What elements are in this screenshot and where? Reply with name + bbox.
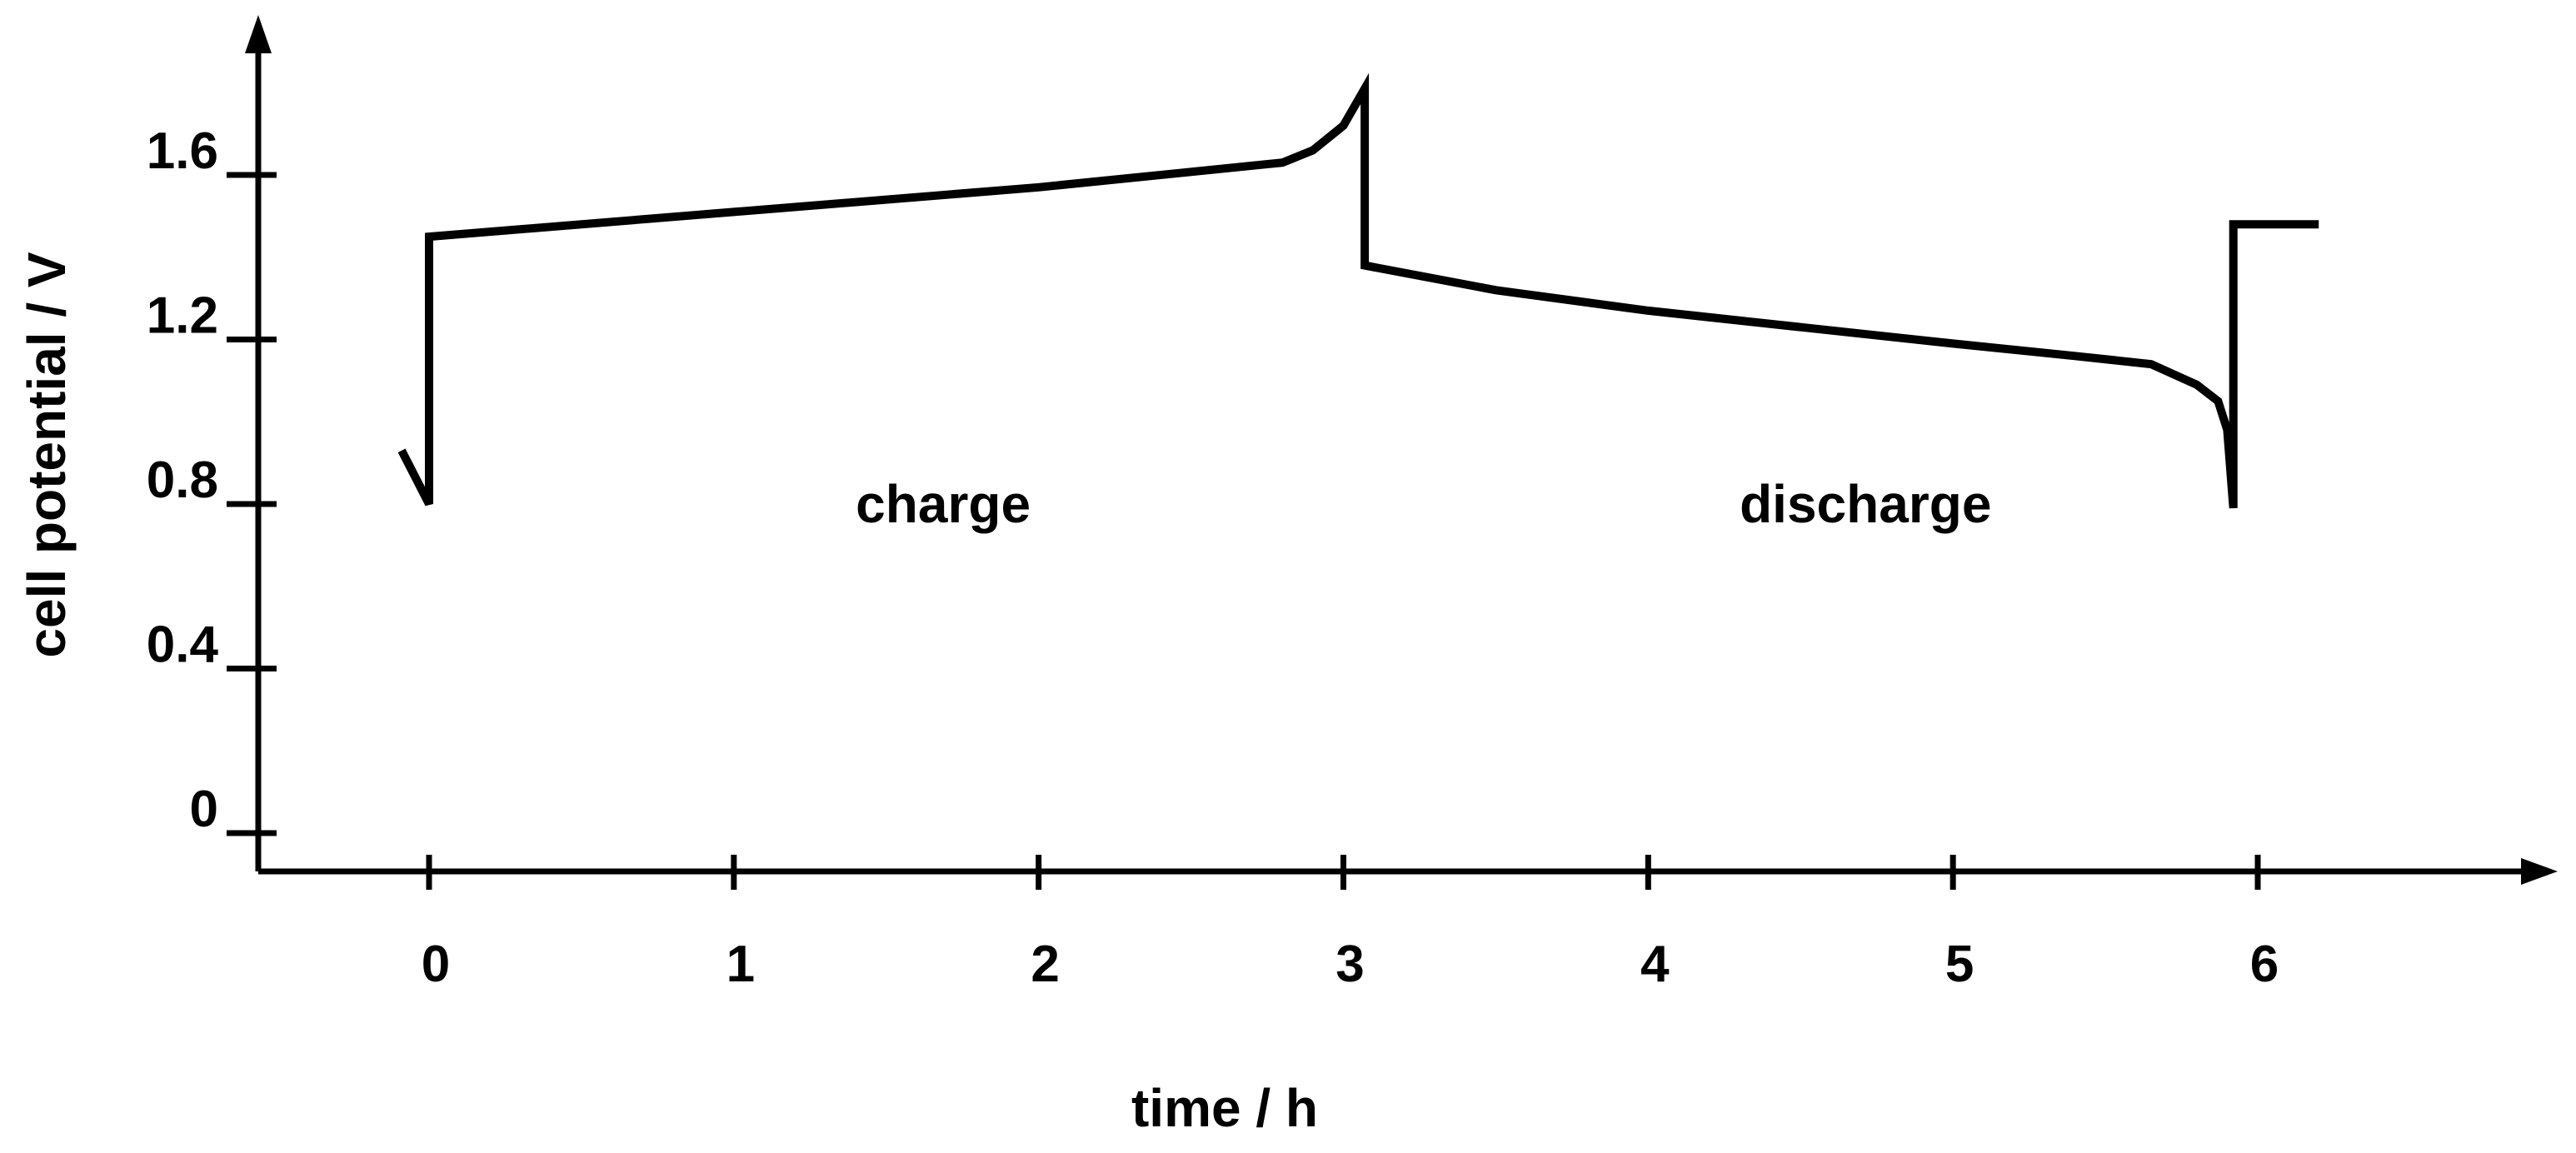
cell-potential-line (397, 72, 2319, 509)
annotation-layer: charge discharge (856, 474, 1991, 534)
x-tick-label: 4 (1640, 936, 1670, 993)
x-tick-label: 2 (1031, 936, 1059, 993)
y-tick-label: 1.2 (147, 287, 218, 345)
x-tick-label: 1 (726, 936, 755, 993)
x-tick-label: 0 (422, 936, 450, 993)
y-tick-label: 0 (190, 781, 218, 838)
y-axis-arrow (245, 15, 272, 53)
x-ticks: 0 1 2 3 4 5 6 (422, 855, 2279, 993)
annotation-charge: charge (856, 474, 1031, 534)
y-tick-label: 1.6 (147, 122, 218, 180)
x-axis-label: time / h (1131, 1078, 1318, 1138)
y-tick-label: 0.8 (147, 452, 218, 509)
annotation-discharge: discharge (1740, 474, 1991, 534)
axes (245, 15, 2558, 885)
y-axis-label: cell potential / V (17, 252, 77, 658)
x-tick-label: 5 (1945, 936, 1974, 993)
x-tick-label: 6 (2250, 936, 2279, 993)
series-layer (397, 72, 2319, 509)
y-tick-label: 0.4 (147, 616, 219, 674)
y-ticks: 0 0.4 0.8 1.2 1.6 (147, 122, 277, 838)
x-axis-arrow (2521, 858, 2558, 885)
x-tick-label: 3 (1335, 936, 1364, 993)
